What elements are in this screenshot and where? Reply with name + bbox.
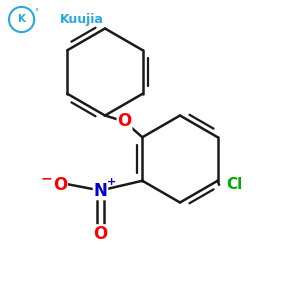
Text: O: O (93, 225, 108, 243)
Text: Kuujia: Kuujia (60, 13, 104, 26)
Text: −: − (41, 171, 52, 185)
Text: Cl: Cl (226, 177, 242, 192)
Text: °: ° (34, 8, 39, 17)
Text: O: O (117, 112, 132, 130)
Text: N: N (94, 182, 107, 200)
Text: +: + (107, 177, 116, 187)
Text: K: K (18, 14, 26, 25)
Text: O: O (53, 176, 67, 194)
